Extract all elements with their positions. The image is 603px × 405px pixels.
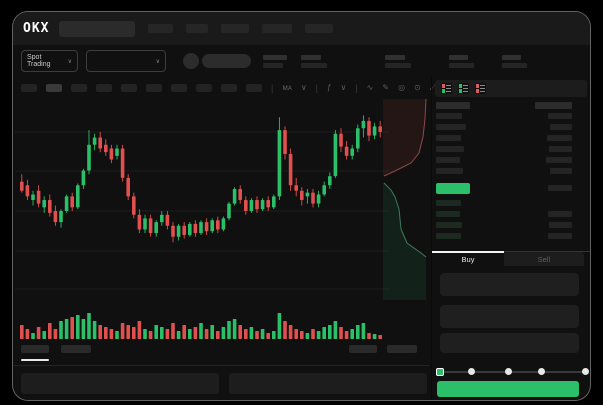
bottom-tab[interactable]	[349, 345, 377, 353]
slider-step-dot[interactable]	[538, 368, 546, 375]
fx-indicator-icon[interactable]: ƒ	[327, 82, 332, 92]
last-price-bar[interactable]	[436, 183, 470, 194]
interval-button[interactable]	[146, 83, 162, 92]
fullscreen-icon[interactable]: ⤢	[429, 82, 437, 92]
bottom-tab[interactable]	[21, 345, 49, 353]
volume-chart	[20, 313, 382, 339]
slider-step-dot[interactable]	[468, 368, 476, 375]
history-panel-placeholder	[229, 373, 427, 394]
interval-button[interactable]	[21, 83, 37, 92]
active-tab-underline	[21, 359, 49, 361]
chevron-down-icon[interactable]: ∨	[340, 82, 347, 92]
market-subheader: Spot Trading ∨ ∨	[21, 49, 586, 73]
slider-step-dot[interactable]	[504, 368, 512, 375]
bottom-tab[interactable]	[387, 345, 417, 353]
divider: |	[315, 82, 319, 93]
depth-chart	[383, 98, 427, 300]
tab-buy[interactable]: Buy	[461, 255, 475, 264]
orderbook-toolbar	[435, 80, 587, 97]
orders-panel-placeholder	[21, 373, 219, 394]
pair-name-placeholder	[202, 54, 251, 68]
slider-step-dot[interactable]	[436, 367, 444, 376]
nav-item[interactable]	[186, 24, 209, 33]
pair-dropdown[interactable]: ∨	[86, 50, 166, 72]
chart-toolbar: | ᴍᴀ ∨ | ƒ ∨ | ∿ ✎ ◎ ⊙ ⤢	[21, 79, 436, 96]
nav-item[interactable]	[262, 24, 293, 33]
tab-sell[interactable]: Sell	[504, 252, 584, 266]
ticker-stat	[263, 54, 287, 68]
ma-indicator-icon[interactable]: ᴍᴀ	[282, 82, 292, 92]
interval-button[interactable]	[121, 83, 137, 92]
book-both-icon[interactable]	[441, 83, 452, 94]
nav-item[interactable]	[148, 24, 174, 33]
ticker-stats	[251, 54, 527, 68]
interval-button[interactable]	[196, 83, 212, 92]
nav-item[interactable]	[305, 24, 334, 33]
ticker-stat	[449, 54, 474, 68]
nav-item[interactable]	[221, 24, 250, 33]
active-tab-indicator	[432, 251, 504, 253]
market-type-dropdown[interactable]: Spot Trading ∨	[21, 50, 78, 72]
slider-step-dot[interactable]	[582, 368, 589, 375]
ticker-stat	[301, 54, 327, 68]
chevron-down-icon: ∨	[67, 58, 72, 65]
chevron-down-icon: ∨	[155, 58, 160, 65]
bottom-tab[interactable]	[61, 345, 91, 353]
candlestick-chart[interactable]	[15, 100, 389, 298]
order-input[interactable]	[440, 273, 579, 296]
right-trade-panel: Buy Sell	[431, 76, 590, 400]
market-type-label: Spot Trading	[27, 54, 51, 68]
interval-button[interactable]	[246, 83, 262, 92]
search-input[interactable]	[59, 20, 136, 37]
interval-button[interactable]	[171, 83, 187, 92]
order-input[interactable]	[440, 333, 579, 353]
ticker-stat	[502, 54, 527, 68]
buy-sell-tabs: Buy Sell	[432, 251, 590, 269]
coin-avatar	[183, 53, 199, 69]
interval-button[interactable]	[221, 83, 237, 92]
chevron-down-icon[interactable]: ∨	[300, 82, 307, 92]
divider: |	[355, 82, 358, 93]
book-bids-icon[interactable]	[458, 83, 469, 94]
bottom-divider	[13, 365, 429, 366]
settings-icon[interactable]: ⊙	[414, 82, 421, 92]
camera-icon[interactable]: ◎	[398, 82, 406, 92]
okx-logo[interactable]: OKX	[23, 21, 50, 36]
interval-button[interactable]	[96, 83, 112, 92]
amount-slider[interactable]	[436, 367, 589, 377]
main-nav	[135, 24, 334, 33]
book-asks-icon[interactable]	[475, 83, 486, 94]
ticker-stat	[385, 54, 411, 68]
top-header: OKX	[13, 12, 590, 45]
bottom-tabs	[21, 345, 429, 361]
draw-tool-icon[interactable]: ✎	[382, 82, 390, 92]
buy-submit-button[interactable]	[437, 381, 579, 397]
order-input[interactable]	[440, 305, 579, 328]
interval-button[interactable]	[46, 83, 62, 92]
interval-button[interactable]	[71, 83, 87, 92]
line-tool-icon[interactable]: ∿	[366, 82, 374, 92]
slider-track[interactable]	[440, 371, 586, 373]
trading-app-window: OKX Spot Trading ∨ ∨ | ᴍᴀ ∨ | ƒ ∨ | ∿ ✎ ◎ ⊙ ⤢ Buy S…	[12, 11, 591, 401]
